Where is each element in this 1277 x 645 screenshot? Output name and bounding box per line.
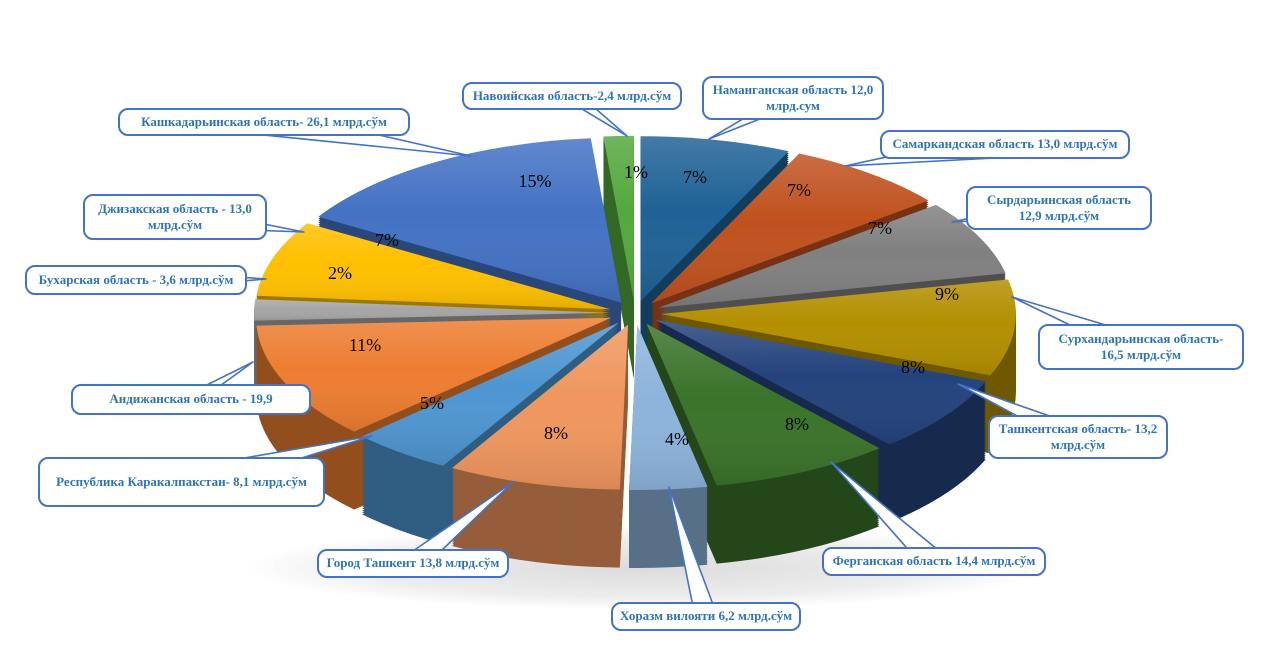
callout-navoiy[interactable]: Навоийская область-2,4 млрд.сўм xyxy=(462,82,682,110)
callout-text: Сырдарьинская область 12,9 млрд.сўм xyxy=(986,191,1132,223)
callout-text: Джизакская область - 13,0 млрд.сўм xyxy=(98,200,252,232)
callout-karakalpak[interactable]: Республика Каракалпакстан- 8,1 млрд.сўм xyxy=(38,457,325,507)
pie-slice-sheen xyxy=(254,299,609,321)
pie-slice-sheen xyxy=(362,322,619,466)
percent-label-fergana: 8% xyxy=(785,414,809,434)
percent-label-karakalpak: 5% xyxy=(420,393,444,413)
percent-label-tashkent-region: 8% xyxy=(901,357,925,377)
pie-slice-sheen xyxy=(256,223,611,310)
pie-slices: Навоийская областьНаманганская областьКа… xyxy=(254,135,1016,491)
callout-fergana[interactable]: Ферганская область 14,4 млрд.сўм xyxy=(822,547,1046,576)
percent-label-surkhandarya: 9% xyxy=(935,284,959,304)
pie-slice-sheen xyxy=(646,323,880,486)
pie-slice-sheen xyxy=(658,204,1006,308)
pie-slice-sheen xyxy=(256,317,612,432)
callout-text: Бухарская область - 3,6 млрд.сўм xyxy=(38,271,234,287)
callout-text: Андижанская область - 19,9 xyxy=(109,391,273,407)
callout-text: Ташкентская область- 13,2 млрд.сўм xyxy=(998,420,1158,452)
percent-label-namangan: 7% xyxy=(683,167,707,187)
callout-namangan[interactable]: Наманганская область 12,0 млрд.сум xyxy=(702,76,884,120)
pie-slice-sheen xyxy=(629,325,708,491)
callout-tashkent-city[interactable]: Город Ташкент 13,8 млрд.сўм xyxy=(317,549,509,578)
percent-label-bukhara: 2% xyxy=(328,263,352,283)
percent-label-tashkent-city: 8% xyxy=(544,423,568,443)
callout-khorazm[interactable]: Хоразм вилояти 6,2 млрд.сўм xyxy=(611,602,801,631)
callout-text: Кашкадарьинская область- 26,1 млрд.сўм xyxy=(141,113,387,129)
pie-slice-sheen xyxy=(656,320,986,445)
callout-text: Хоразм вилояти 6,2 млрд.сўм xyxy=(619,608,793,624)
pie-slice-sheen xyxy=(452,324,628,490)
callout-sirdarya[interactable]: Сырдарьинская область 12,9 млрд.сўм xyxy=(966,186,1152,230)
callout-andijan[interactable]: Андижанская область - 19,9 xyxy=(71,384,311,415)
callout-text: Наманганская область 12,0 млрд.сум xyxy=(712,81,874,113)
callout-surkhandarya[interactable]: Сурхандарьинская область- 16,5 млрд.сўм xyxy=(1038,324,1244,370)
callout-text: Республика Каракалпакстан- 8,1 млрд.сўм xyxy=(56,473,307,489)
callout-text: Навоийская область-2,4 млрд.сўм xyxy=(472,87,672,103)
percent-label-kashkadarya: 15% xyxy=(519,171,552,191)
callout-text: Город Ташкент 13,8 млрд.сўм xyxy=(326,555,500,571)
callout-text: Самаркандская область 13,0 млрд.сўм xyxy=(892,136,1118,152)
callout-tashkent-region[interactable]: Ташкентская область- 13,2 млрд.сўм xyxy=(988,415,1168,459)
percent-label-navoiy: 1% xyxy=(624,162,648,182)
percent-label-andijan: 11% xyxy=(349,335,381,355)
percent-label-khorazm: 4% xyxy=(665,429,689,449)
pie-slice-sheen xyxy=(660,279,1016,376)
pie-slice-sheen xyxy=(640,136,789,302)
percent-label-samarkand: 7% xyxy=(787,180,811,200)
callout-text: Ферганская область 14,4 млрд.сўм xyxy=(832,553,1036,569)
callout-jizzakh[interactable]: Джизакская область - 13,0 млрд.сўм xyxy=(83,194,267,240)
percent-label-jizzakh: 7% xyxy=(375,230,399,250)
pie-slice-sheen xyxy=(318,138,622,303)
callout-samarkand[interactable]: Самаркандская область 13,0 млрд.сўм xyxy=(880,130,1130,159)
percent-labels: 7% 7% 7% 9% 8% 8% 4% 8% 5% 11% 2% 7% 15% 1% xyxy=(328,162,959,449)
pie-slice-sheen xyxy=(651,153,929,304)
percent-label-sirdarya: 7% xyxy=(868,218,892,238)
callout-text: Сурхандарьинская область- 16,5 млрд.сўм xyxy=(1058,330,1224,362)
pie-slice-sheen xyxy=(603,135,634,301)
callout-kashkadarya[interactable]: Кашкадарьинская область- 26,1 млрд.сўм xyxy=(118,108,410,136)
callout-bukhara[interactable]: Бухарская область - 3,6 млрд.сўм xyxy=(25,265,247,295)
